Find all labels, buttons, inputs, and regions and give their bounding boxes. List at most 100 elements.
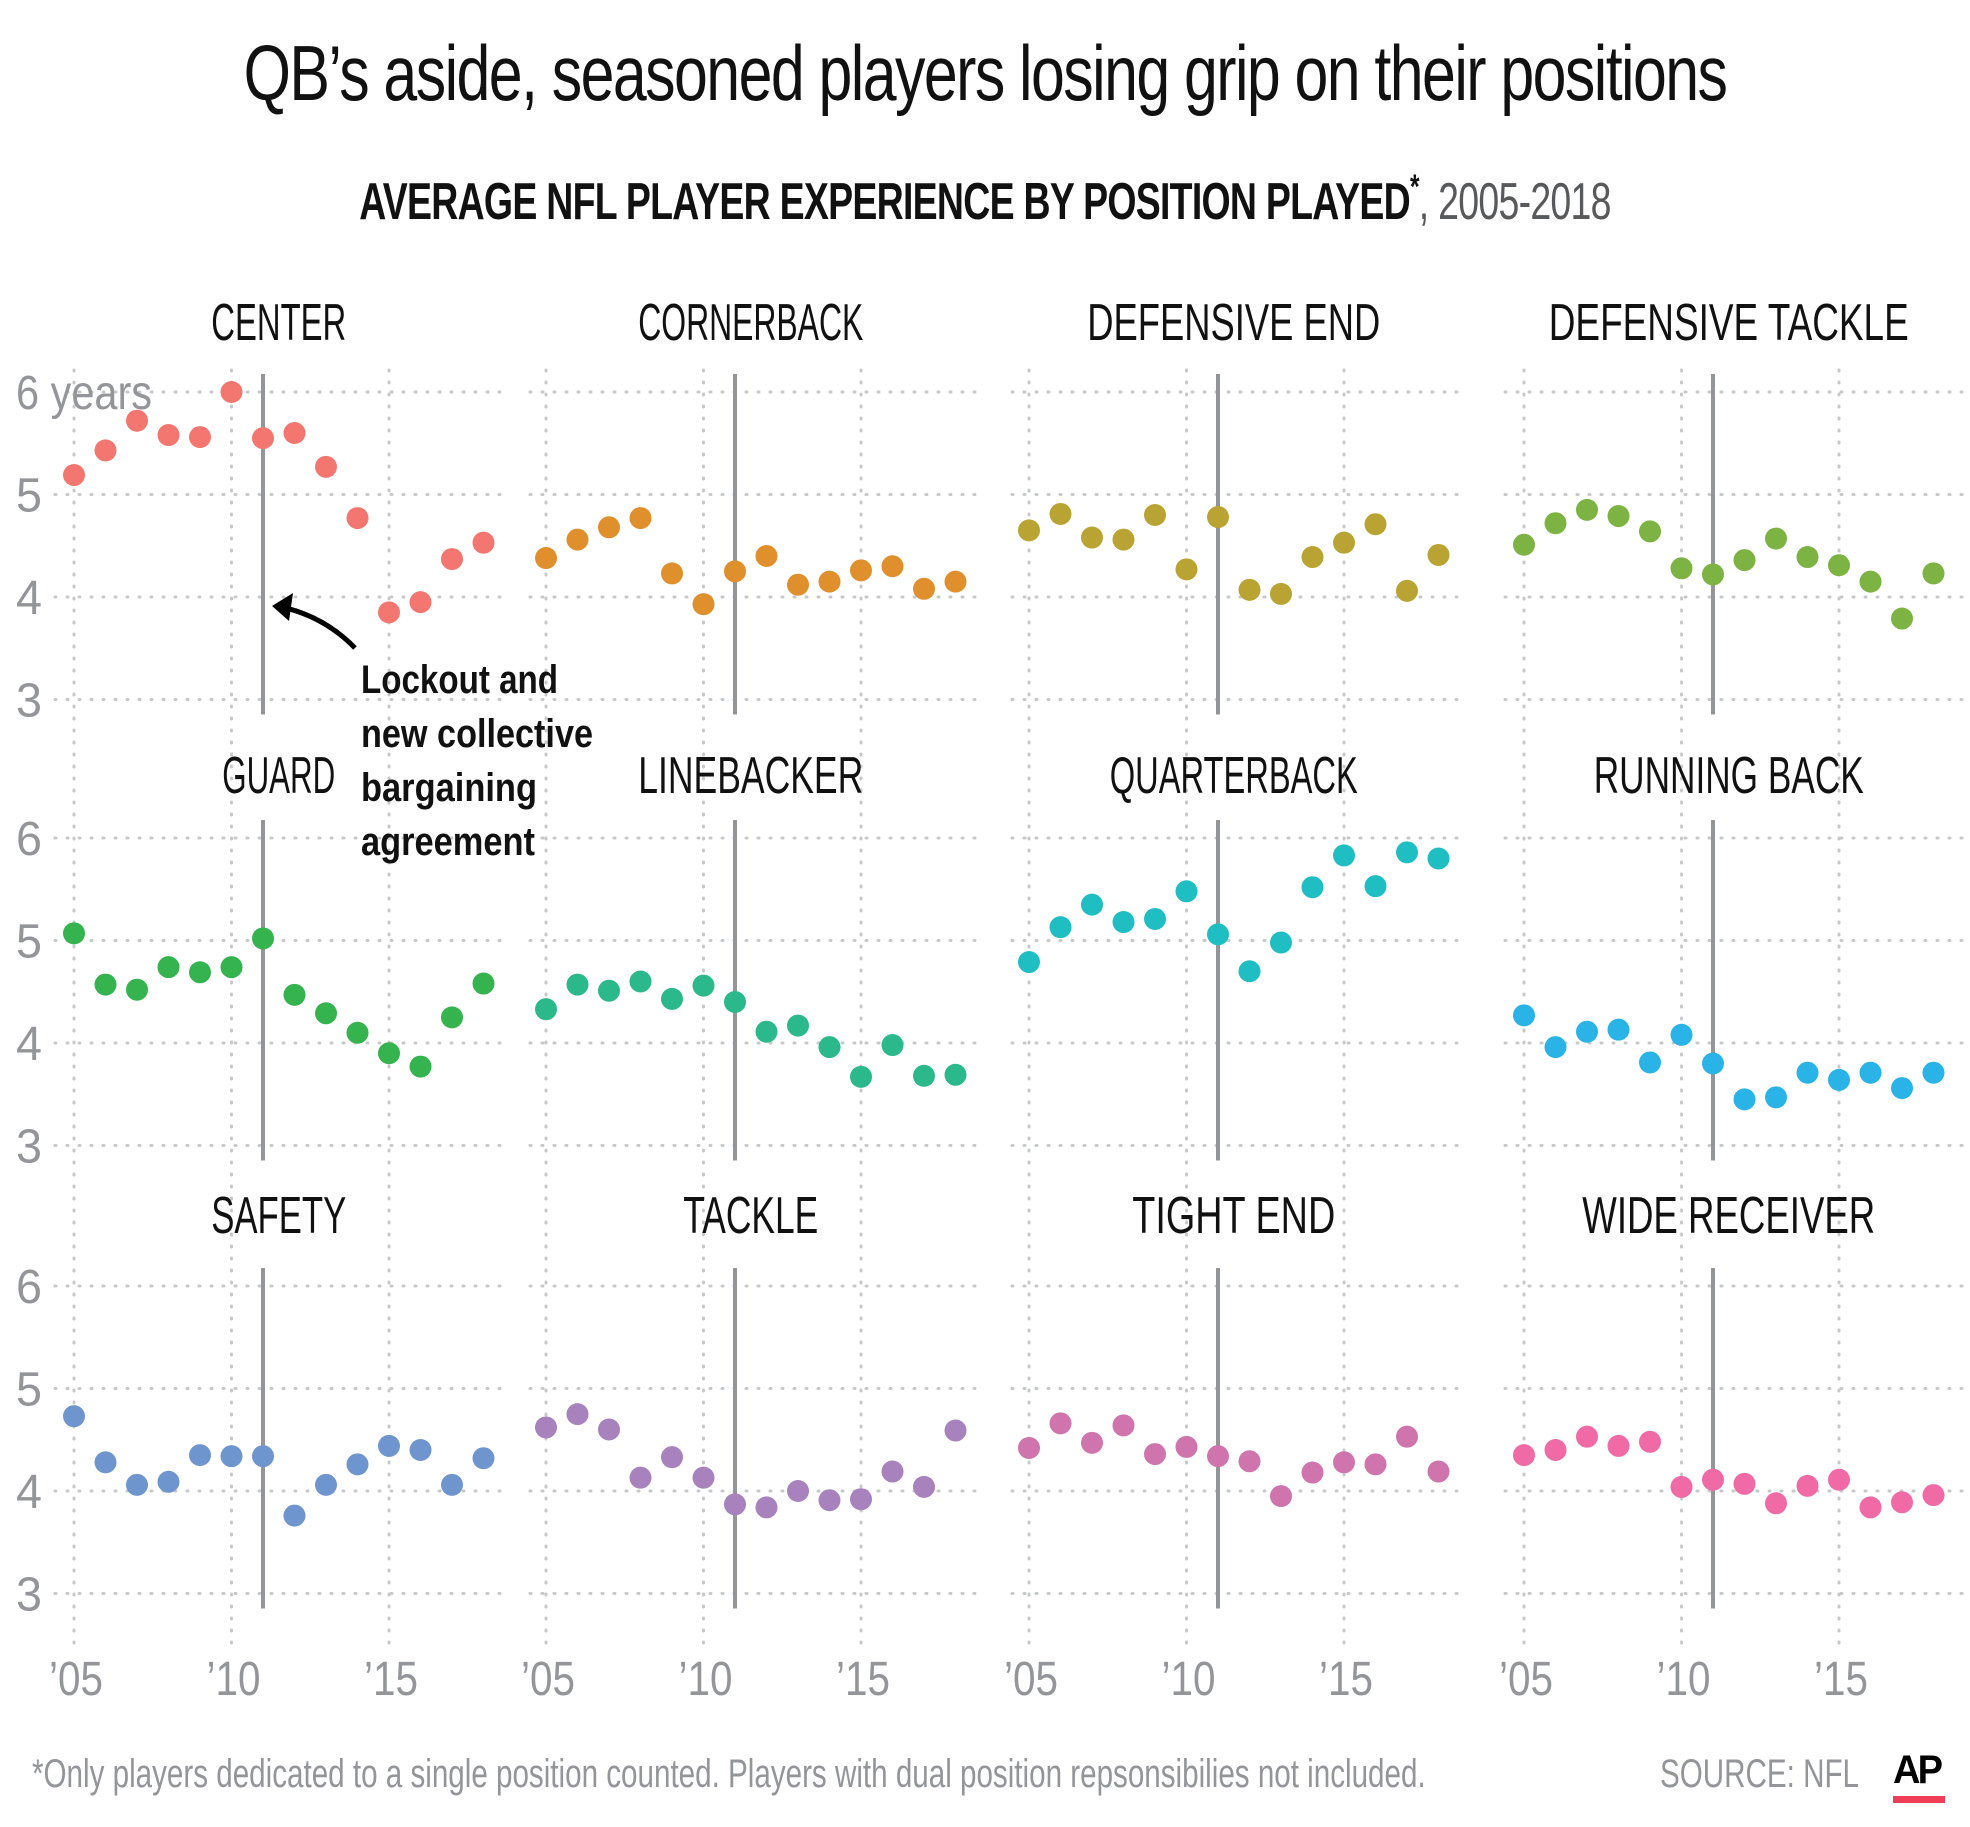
data-point (1301, 876, 1324, 899)
chart-subtitle: AVERAGE NFL PLAYER EXPERIENCE BY POSITIO… (276, 168, 1694, 232)
data-point (692, 1466, 715, 1489)
y-tick-label: 6 (16, 1261, 42, 1314)
data-point (94, 439, 117, 462)
data-point (787, 573, 809, 596)
data-point (1670, 1023, 1693, 1046)
data-point (63, 922, 85, 945)
y-tick-label: 6 (16, 813, 42, 866)
data-point (1049, 1412, 1072, 1435)
data-point (850, 1488, 872, 1511)
panel-title: WIDE RECEIVER (1582, 1187, 1875, 1245)
data-point (1576, 498, 1598, 521)
data-point (1396, 579, 1418, 602)
data-point (1922, 562, 1945, 585)
data-point (1513, 533, 1535, 556)
data-point (1639, 1051, 1661, 1074)
data-point (1270, 931, 1292, 954)
data-point (913, 577, 935, 600)
data-point (315, 1473, 337, 1496)
data-point (1238, 1450, 1261, 1473)
data-point (1702, 1468, 1724, 1491)
ap-logo-text: AP (1893, 1748, 1943, 1792)
data-point (724, 991, 746, 1013)
data-point (535, 547, 557, 570)
x-tick-label: ’10 (1657, 1653, 1711, 1706)
panel-title: SAFETY (211, 1187, 346, 1245)
subtitle-asterisk: * (1410, 168, 1420, 206)
data-point (692, 974, 715, 997)
data-point (283, 983, 306, 1006)
data-point (1333, 844, 1355, 867)
data-point (1639, 520, 1661, 543)
data-point (63, 464, 85, 487)
chart-title: QB’s aside, seasoned players losing grip… (243, 29, 1728, 117)
panel-title: TACKLE (683, 1187, 818, 1245)
data-point (755, 1020, 778, 1043)
data-point (1333, 1451, 1355, 1474)
annotation-text: new collective (361, 712, 593, 756)
data-point (252, 427, 274, 450)
data-point (315, 1002, 337, 1025)
data-point (1207, 923, 1229, 946)
data-point (1144, 504, 1166, 526)
data-point (409, 591, 432, 614)
data-point (566, 973, 589, 996)
y-tick-label: 3 (16, 1121, 42, 1174)
data-point (1544, 1439, 1567, 1461)
data-point (1828, 554, 1850, 577)
data-point (1828, 1468, 1850, 1491)
data-point (1270, 1485, 1292, 1508)
y-tick-label: 4 (16, 1018, 42, 1071)
data-point (881, 555, 904, 578)
data-point (692, 593, 715, 616)
y-tick-label: 4 (16, 572, 42, 625)
data-point (944, 1419, 967, 1442)
data-point (1175, 880, 1198, 903)
data-point (1081, 893, 1103, 916)
data-point (63, 1405, 85, 1428)
data-point (1607, 1018, 1630, 1041)
data-point (1891, 1077, 1913, 1100)
ap-logo-accent-bar (1893, 1796, 1945, 1803)
data-point (1112, 528, 1135, 551)
data-point (346, 1453, 369, 1476)
data-point (1396, 1425, 1418, 1448)
data-point (913, 1475, 935, 1498)
data-point (1733, 1088, 1756, 1111)
data-point (1207, 1445, 1229, 1468)
data-point (881, 1034, 904, 1057)
annotation-arrowhead-icon (272, 593, 293, 621)
panel-title: TIGHT END (1132, 1187, 1335, 1245)
x-tick-label: ’15 (364, 1653, 418, 1706)
data-point (378, 1434, 400, 1457)
data-point (1513, 1444, 1535, 1467)
data-point (1859, 570, 1882, 593)
data-point (1702, 1052, 1724, 1075)
data-point (787, 1014, 809, 1037)
annotation-text: bargaining (361, 766, 537, 810)
data-point (566, 528, 589, 551)
data-point (1859, 1496, 1882, 1519)
data-point (94, 1451, 117, 1474)
data-point (535, 1416, 557, 1439)
data-point (1396, 841, 1418, 864)
data-point (1081, 1431, 1103, 1454)
data-point (881, 1460, 904, 1483)
data-point (1733, 1472, 1756, 1495)
y-tick-label: 5 (16, 1364, 42, 1417)
data-point (1670, 1475, 1693, 1498)
data-point (378, 601, 400, 624)
data-point (1891, 607, 1913, 630)
data-point (1270, 582, 1292, 605)
data-point (1018, 951, 1040, 974)
data-point (315, 455, 337, 478)
data-point (1301, 546, 1324, 569)
data-point (1049, 502, 1072, 525)
data-point (1144, 1443, 1166, 1466)
data-point (1018, 1436, 1040, 1459)
x-tick-label: ’15 (1814, 1653, 1868, 1706)
y-tick-label: 5 (16, 470, 42, 523)
data-point (94, 973, 117, 996)
data-point (1207, 506, 1229, 529)
